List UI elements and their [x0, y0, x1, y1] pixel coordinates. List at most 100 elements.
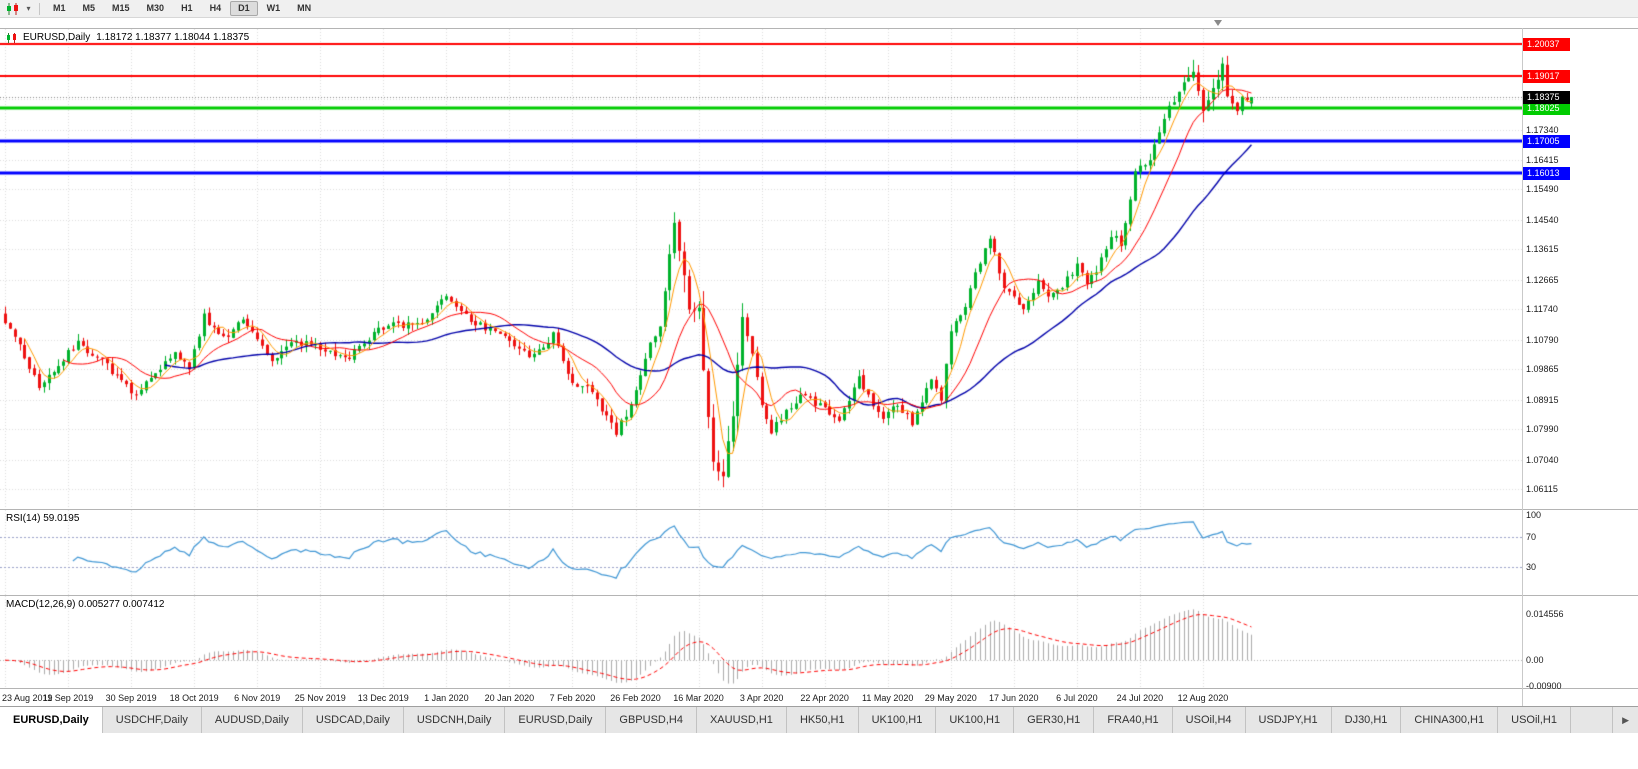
- chart-tab-6-GBPUSD-H4[interactable]: GBPUSD,H4: [606, 707, 697, 733]
- date-label: 6 Jul 2020: [1056, 693, 1098, 703]
- price-scale-border: [1522, 28, 1523, 706]
- price-axis-label: 1.15490: [1526, 184, 1559, 194]
- chart-tab-5-EURUSD-Daily[interactable]: EURUSD,Daily: [505, 707, 607, 733]
- chart-title: EURUSD,Daily 1.18172 1.18377 1.18044 1.1…: [6, 32, 249, 43]
- macd-axis-label: -0.00900: [1526, 681, 1562, 691]
- toolbar-separator: [39, 2, 40, 15]
- price-axis-label: 1.16415: [1526, 155, 1559, 165]
- price-chart-canvas[interactable]: [0, 29, 1522, 509]
- chart-tab-15-DJ30-H1[interactable]: DJ30,H1: [1331, 707, 1402, 733]
- hline-price-label: 1.17005: [1523, 135, 1570, 148]
- date-axis[interactable]: 23 Aug 2019 11 Sep 2019 30 Sep 2019 18 Oct …: [0, 689, 1522, 706]
- chart-tab-17-USOil-H1[interactable]: USOil,H1: [1498, 707, 1571, 733]
- chart-type-dropdown-caret-icon[interactable]: ▾: [26, 4, 31, 13]
- rsi-axis-label: 30: [1526, 562, 1537, 572]
- macd-axis-label: 0.00: [1526, 655, 1544, 665]
- chart-symbol-period: EURUSD,Daily: [23, 32, 91, 43]
- timeframe-button-MN[interactable]: MN: [297, 3, 312, 13]
- date-label: 11 Sep 2019: [42, 693, 94, 703]
- chart-tab-16-CHINA300-H1[interactable]: CHINA300,H1: [1401, 707, 1499, 733]
- chart-tab-3-USDCAD-Daily[interactable]: USDCAD,Daily: [302, 707, 404, 733]
- chart-ohlc-values: 1.18172 1.18377 1.18044 1.18375: [96, 32, 250, 43]
- panel-divider: [0, 688, 1638, 689]
- chart-tabs: EURUSD,Daily USDCHF,Daily AUDUSD,Daily USDC…: [0, 707, 1571, 733]
- date-label: 22 Apr 2020: [800, 693, 849, 703]
- date-label: 1 Jan 2020: [424, 693, 469, 703]
- date-label: 25 Nov 2019: [294, 693, 346, 703]
- macd-label: MACD(12,26,9) 0.005277 0.007412: [6, 599, 165, 610]
- date-label: 17 Jun 2020: [989, 693, 1039, 703]
- bid-price-label: 1.18375: [1523, 91, 1570, 104]
- price-axis-label: 1.13615: [1526, 244, 1559, 254]
- date-label: 3 Apr 2020: [739, 693, 784, 703]
- timeframe-button-W1[interactable]: W1: [266, 3, 281, 13]
- panel-divider: [0, 28, 1638, 29]
- price-axis-label: 1.06115: [1526, 484, 1558, 494]
- candlestick-glyph: [7, 2, 18, 15]
- chart-tab-14-USDJPY-H1[interactable]: USDJPY,H1: [1245, 707, 1332, 733]
- hline-price-label: 1.16013: [1523, 167, 1570, 180]
- price-axis-label: 1.11740: [1526, 304, 1558, 314]
- chart-tab-12-FRA40-H1[interactable]: FRA40,H1: [1094, 707, 1173, 733]
- timeframe-button-M15[interactable]: M15: [112, 3, 130, 13]
- date-label: 16 Mar 2020: [673, 693, 724, 703]
- price-axis-label: 1.17340: [1526, 125, 1559, 135]
- chart-tab-13-USOil-H4[interactable]: USOil,H4: [1172, 707, 1246, 733]
- rsi-axis-label: 70: [1526, 532, 1537, 542]
- price-axis-label: 1.07040: [1526, 455, 1559, 465]
- hline-price-label: 1.19017: [1523, 70, 1570, 83]
- price-axis-label: 1.10790: [1526, 335, 1559, 345]
- date-label: 23 Aug 2019: [2, 693, 53, 703]
- date-label: 29 May 2020: [924, 693, 977, 703]
- hline-price-label: 1.18025: [1523, 102, 1570, 115]
- chart-shift-marker-icon[interactable]: [1214, 20, 1222, 26]
- chart-icon: [7, 32, 16, 43]
- panel-divider: [0, 509, 1638, 510]
- macd-chart-canvas[interactable]: [0, 596, 1522, 688]
- date-label: 6 Nov 2019: [234, 693, 281, 703]
- timeframe-button-H4[interactable]: H4: [209, 3, 222, 13]
- timeframe-button-D1[interactable]: D1: [230, 1, 258, 16]
- chart-tab-9-UK100-H1[interactable]: UK100,H1: [858, 707, 937, 733]
- chart-tab-8-HK50-H1[interactable]: HK50,H1: [786, 707, 859, 733]
- toolbar: ▾ M1 M5 M15 M30 H1 H4 D1 W1 MN: [0, 0, 1638, 18]
- timeframe-button-group: M1 M5 M15 M30 H1 H4 D1 W1 MN: [45, 1, 319, 16]
- chart-tab-10-UK100-H1[interactable]: UK100,H1: [936, 707, 1015, 733]
- chart-window: EURUSD,Daily 1.18172 1.18377 1.18044 1.1…: [0, 18, 1638, 706]
- price-axis-label: 1.09865: [1526, 364, 1559, 374]
- price-axis-label: 1.12665: [1526, 275, 1559, 285]
- date-label: 20 Jan 2020: [484, 693, 535, 703]
- panel-divider: [0, 595, 1638, 596]
- macd-axis-label: 0.014556: [1526, 609, 1564, 619]
- rsi-chart-canvas[interactable]: [0, 510, 1522, 595]
- tab-scroll-right-icon[interactable]: ▶: [1612, 707, 1638, 733]
- chart-tab-7-XAUUSD-H1[interactable]: XAUUSD,H1: [696, 707, 787, 733]
- date-label: 26 Feb 2020: [610, 693, 661, 703]
- rsi-label: RSI(14) 59.0195: [6, 513, 80, 524]
- price-axis-label: 1.08915: [1526, 395, 1559, 405]
- bottom-space: [0, 733, 1638, 769]
- date-label: 7 Feb 2020: [549, 693, 596, 703]
- rsi-axis-label: 100: [1526, 510, 1542, 520]
- chart-tab-4-USDCNH-Daily[interactable]: USDCNH,Daily: [403, 707, 506, 733]
- timeframe-button-M1[interactable]: M1: [53, 3, 66, 13]
- date-label: 13 Dec 2019: [357, 693, 409, 703]
- chart-type-icon[interactable]: [3, 1, 23, 16]
- chart-tab-1-USDCHF-Daily[interactable]: USDCHF,Daily: [102, 707, 202, 733]
- date-label: 12 Aug 2020: [1177, 693, 1229, 703]
- chart-tab-11-GER30-H1[interactable]: GER30,H1: [1014, 707, 1095, 733]
- timeframe-button-M5[interactable]: M5: [82, 3, 96, 13]
- date-label: 18 Oct 2019: [169, 693, 219, 703]
- chart-tab-bar: EURUSD,Daily USDCHF,Daily AUDUSD,Daily USDC…: [0, 706, 1638, 733]
- chart-tab-0-EURUSD-Daily[interactable]: EURUSD,Daily: [0, 707, 103, 733]
- date-label: 24 Jul 2020: [1116, 693, 1164, 703]
- chart-tab-2-AUDUSD-Daily[interactable]: AUDUSD,Daily: [201, 707, 303, 733]
- price-axis-label: 1.14540: [1526, 215, 1559, 225]
- hline-price-label: 1.20037: [1523, 38, 1570, 51]
- price-axis-label: 1.07990: [1526, 424, 1559, 434]
- timeframe-button-H1[interactable]: H1: [181, 3, 193, 13]
- date-label: 11 May 2020: [862, 693, 914, 703]
- date-label: 30 Sep 2019: [105, 693, 157, 703]
- timeframe-button-M30[interactable]: M30: [146, 3, 165, 13]
